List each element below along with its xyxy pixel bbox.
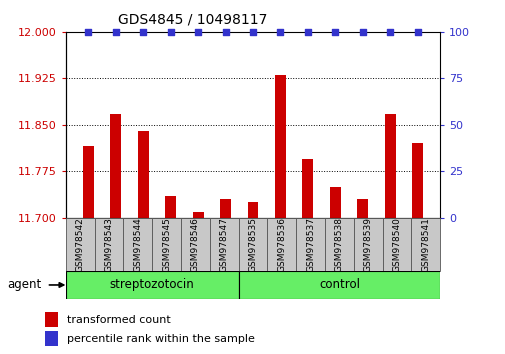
Text: GSM978544: GSM978544 <box>133 217 142 272</box>
Point <box>248 29 257 35</box>
Point <box>413 29 421 35</box>
Bar <box>247 202 258 218</box>
FancyBboxPatch shape <box>181 218 210 271</box>
FancyBboxPatch shape <box>267 218 295 271</box>
Point <box>304 29 312 35</box>
FancyBboxPatch shape <box>353 218 382 271</box>
Bar <box>192 211 203 218</box>
Text: GSM978541: GSM978541 <box>421 217 429 272</box>
FancyBboxPatch shape <box>382 218 411 271</box>
FancyBboxPatch shape <box>324 218 353 271</box>
Point <box>385 29 393 35</box>
Point <box>84 29 92 35</box>
Bar <box>329 187 340 218</box>
Point <box>221 29 229 35</box>
Bar <box>165 196 176 218</box>
FancyBboxPatch shape <box>210 218 238 271</box>
Bar <box>384 114 395 218</box>
Point <box>358 29 366 35</box>
FancyBboxPatch shape <box>295 218 324 271</box>
Text: GSM978540: GSM978540 <box>392 217 401 272</box>
Point <box>166 29 174 35</box>
Bar <box>412 143 422 218</box>
Bar <box>83 147 93 218</box>
Bar <box>110 114 121 218</box>
Text: GSM978537: GSM978537 <box>306 217 315 272</box>
FancyBboxPatch shape <box>66 218 94 271</box>
Bar <box>238 271 439 299</box>
FancyBboxPatch shape <box>238 218 267 271</box>
Bar <box>302 159 313 218</box>
Text: GSM978539: GSM978539 <box>363 217 372 272</box>
Point <box>331 29 339 35</box>
Text: GSM978535: GSM978535 <box>248 217 257 272</box>
Text: GSM978543: GSM978543 <box>104 217 113 272</box>
Text: GDS4845 / 10498117: GDS4845 / 10498117 <box>117 12 267 27</box>
Point <box>112 29 120 35</box>
Text: GSM978538: GSM978538 <box>334 217 343 272</box>
FancyBboxPatch shape <box>94 218 123 271</box>
Text: GSM978545: GSM978545 <box>162 217 171 272</box>
Text: transformed count: transformed count <box>67 315 171 325</box>
Point <box>193 29 201 35</box>
FancyBboxPatch shape <box>152 218 181 271</box>
Bar <box>66 271 238 299</box>
Bar <box>45 331 58 346</box>
Text: control: control <box>318 279 359 291</box>
Point <box>139 29 147 35</box>
Bar <box>45 312 58 327</box>
FancyBboxPatch shape <box>123 218 152 271</box>
Text: GSM978536: GSM978536 <box>277 217 286 272</box>
Text: GSM978542: GSM978542 <box>76 217 84 272</box>
Text: streptozotocin: streptozotocin <box>110 279 194 291</box>
Text: percentile rank within the sample: percentile rank within the sample <box>67 334 255 344</box>
FancyBboxPatch shape <box>411 218 439 271</box>
Point <box>276 29 284 35</box>
Bar <box>274 75 285 218</box>
Bar <box>357 199 368 218</box>
Bar <box>137 131 148 218</box>
Text: agent: agent <box>8 279 42 291</box>
Bar <box>220 199 231 218</box>
Text: GSM978547: GSM978547 <box>219 217 228 272</box>
Text: GSM978546: GSM978546 <box>190 217 199 272</box>
